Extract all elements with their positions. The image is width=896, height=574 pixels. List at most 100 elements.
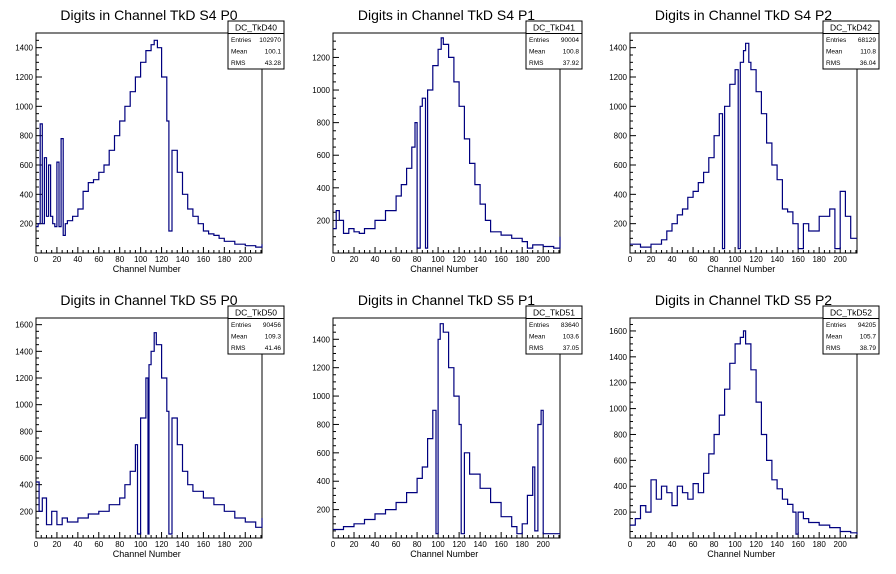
- x-tick-label: 40: [371, 540, 380, 549]
- x-tick-label: 140: [473, 255, 487, 264]
- stats-key: Mean: [231, 49, 248, 56]
- stats-value: 94205: [858, 322, 876, 329]
- x-tick-label: 160: [791, 255, 805, 264]
- y-tick-label: 1200: [609, 73, 627, 82]
- histogram-line: [333, 37, 561, 249]
- y-tick-label: 1200: [15, 374, 33, 383]
- x-tick-label: 200: [834, 540, 848, 549]
- stats-box: [525, 305, 583, 355]
- stats-value: 105.7: [860, 334, 877, 341]
- x-tick-label: 140: [770, 540, 784, 549]
- x-tick-label: 0: [34, 540, 39, 549]
- x-tick-label: 60: [392, 540, 401, 549]
- y-tick-label: 1400: [15, 347, 33, 356]
- x-tick-label: 0: [628, 255, 633, 264]
- x-tick-label: 180: [812, 255, 826, 264]
- x-tick-label: 20: [350, 255, 359, 264]
- y-tick-label: 1200: [312, 53, 330, 62]
- y-tick-label: 1600: [15, 321, 33, 330]
- y-tick-label: 1200: [15, 73, 33, 82]
- stats-name: DC_TkD40: [235, 23, 277, 33]
- x-tick-label: 180: [218, 540, 232, 549]
- x-tick-label: 40: [668, 540, 677, 549]
- x-tick-label: 140: [176, 540, 190, 549]
- chart-title: Digits in Channel TkD S5 P1: [358, 292, 535, 308]
- stats-key: Entries: [826, 322, 847, 329]
- x-tick-label: 200: [239, 540, 253, 549]
- x-tick-label: 80: [710, 255, 719, 264]
- y-tick-label: 1400: [609, 44, 627, 53]
- stats-key: Mean: [231, 334, 248, 341]
- stats-key: Mean: [529, 334, 546, 341]
- x-tick-label: 60: [689, 255, 698, 264]
- x-tick-label: 120: [749, 255, 763, 264]
- x-tick-label: 120: [452, 255, 466, 264]
- stats-key: Mean: [826, 49, 843, 56]
- x-tick-label: 120: [155, 255, 169, 264]
- y-tick-label: 600: [614, 161, 628, 170]
- histogram-line: [630, 330, 858, 535]
- x-axis-label: Channel Number: [113, 549, 181, 559]
- y-tick-label: 1400: [609, 353, 627, 362]
- x-tick-label: 180: [515, 255, 529, 264]
- y-tick-label: 600: [317, 151, 331, 160]
- stats-value: 83640: [561, 322, 579, 329]
- stats-key: RMS: [826, 345, 841, 352]
- plot-frame: [332, 32, 561, 254]
- stats-value: 90004: [561, 37, 579, 44]
- histogram-line: [630, 42, 857, 250]
- x-tick-label: 160: [791, 540, 805, 549]
- plot-frame: [332, 317, 561, 539]
- stats-box: [822, 305, 880, 355]
- y-tick-label: 400: [614, 190, 628, 199]
- x-tick-label: 20: [647, 540, 656, 549]
- histogram-line: [333, 323, 560, 535]
- x-tick-label: 80: [413, 540, 422, 549]
- y-tick-label: 1000: [15, 401, 33, 410]
- y-tick-label: 1400: [15, 44, 33, 53]
- y-tick-label: 200: [614, 220, 628, 229]
- stats-value: 90456: [263, 322, 281, 329]
- stats-box: [227, 305, 285, 355]
- y-tick-label: 800: [20, 132, 34, 141]
- y-tick-label: 200: [317, 506, 331, 515]
- x-axis-label: Channel Number: [410, 264, 478, 274]
- x-axis-label: Channel Number: [707, 549, 775, 559]
- y-tick-label: 1000: [312, 86, 330, 95]
- x-tick-label: 40: [73, 255, 82, 264]
- y-tick-label: 400: [317, 184, 331, 193]
- x-tick-label: 120: [155, 540, 169, 549]
- x-tick-label: 80: [115, 255, 124, 264]
- y-tick-label: 1600: [609, 327, 627, 336]
- stats-name: DC_TkD42: [830, 23, 872, 33]
- x-tick-label: 60: [94, 540, 103, 549]
- y-tick-label: 800: [614, 132, 628, 141]
- plot-frame: [35, 317, 263, 539]
- x-tick-label: 120: [749, 540, 763, 549]
- y-tick-label: 200: [20, 507, 34, 516]
- stats-value: 38.79: [860, 345, 877, 352]
- stats-box: [822, 20, 880, 70]
- y-tick-label: 200: [317, 216, 331, 225]
- histogram-panel: Digits in Channel TkD S5 P12004006008001…: [312, 292, 583, 559]
- stats-key: Entries: [529, 322, 550, 329]
- chart-title: Digits in Channel TkD S5 P0: [60, 292, 237, 308]
- stats-value: 100.8: [563, 49, 580, 56]
- stats-key: Mean: [826, 334, 843, 341]
- x-tick-label: 20: [52, 540, 61, 549]
- x-tick-label: 160: [494, 540, 508, 549]
- chart-title: Digits in Channel TkD S4 P0: [60, 7, 237, 23]
- stats-value: 110.8: [860, 49, 876, 56]
- stats-value: 37.05: [563, 345, 580, 352]
- x-axis-label: Channel Number: [707, 264, 775, 274]
- y-tick-label: 1000: [15, 102, 33, 111]
- stats-key: RMS: [231, 60, 246, 67]
- y-tick-label: 400: [317, 477, 331, 486]
- stats-value: 100.1: [265, 49, 282, 56]
- x-tick-label: 60: [392, 255, 401, 264]
- chart-title: Digits in Channel TkD S5 P2: [655, 292, 832, 308]
- x-tick-label: 200: [239, 255, 253, 264]
- x-tick-label: 180: [812, 540, 826, 549]
- y-tick-label: 400: [20, 190, 34, 199]
